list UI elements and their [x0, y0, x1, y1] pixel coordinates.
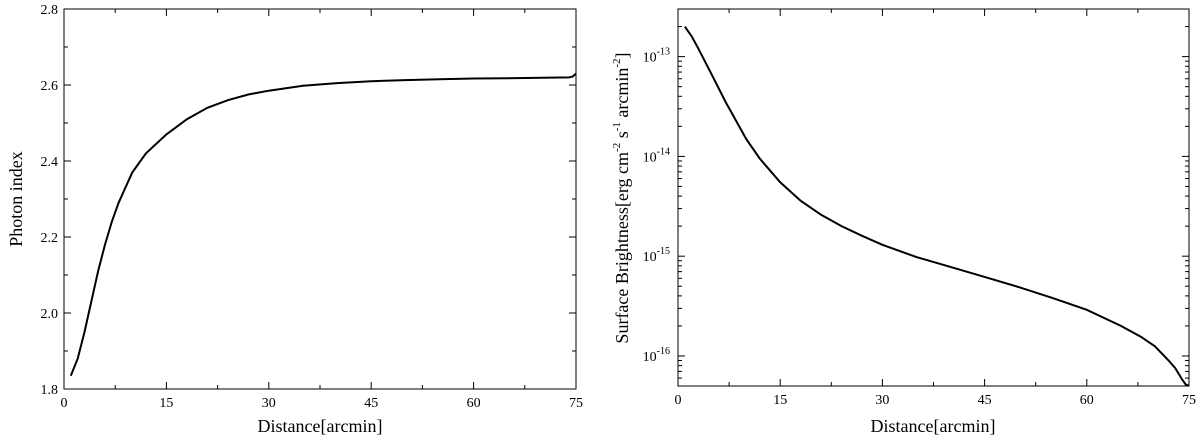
x-axis-title: Distance[arcmin]	[258, 416, 383, 436]
tick-marks	[677, 9, 1190, 387]
x-tick-label: 0	[61, 396, 68, 411]
x-tick-label: 75	[569, 396, 583, 411]
photon-index-panel: 0 15 30 45 60 75 1.8 2.0 2.2 2.4 2.6 2.8 Distance[…	[6, 3, 583, 436]
y-tick-label: 2.0	[41, 307, 59, 322]
y-tick-label: 2.2	[41, 231, 59, 246]
surface-brightness-panel: 0 15 30 45 60 75 10-16 10-15 10-14 10-13 Distanc…	[611, 8, 1197, 436]
x-tick-label: 30	[262, 396, 276, 411]
surface-brightness-curve	[683, 26, 1190, 387]
y-tick-label: 2.4	[41, 155, 59, 170]
y-tick-label: 10-16	[643, 346, 670, 365]
y-axis-title: Photon index	[6, 151, 26, 247]
y-tick-label: 2.8	[41, 3, 59, 18]
x-tick-label: 0	[675, 393, 682, 408]
x-tick-label: 45	[364, 396, 378, 411]
plot-frame	[63, 8, 577, 390]
y-tick-label: 2.6	[41, 79, 59, 94]
x-tick-label: 60	[1080, 393, 1094, 408]
x-tick-labels: 0 15 30 45 60 75	[675, 393, 1197, 408]
x-axis-title: Distance[arcmin]	[871, 416, 996, 436]
x-tick-label: 45	[978, 393, 992, 408]
x-tick-label: 30	[875, 393, 889, 408]
y-tick-label: 10-13	[643, 47, 670, 66]
x-tick-labels: 0 15 30 45 60 75	[61, 396, 584, 411]
y-tick-labels: 1.8 2.0 2.2 2.4 2.6 2.8	[41, 3, 59, 398]
x-tick-label: 60	[467, 396, 481, 411]
x-tick-label: 75	[1182, 393, 1196, 408]
y-tick-label: 1.8	[41, 383, 59, 398]
plot-frame	[677, 8, 1190, 387]
x-tick-label: 15	[773, 393, 787, 408]
x-tick-label: 15	[159, 396, 173, 411]
y-axis-title: Surface Brightness[erg cm-2 s-1 arcmin-2…	[611, 52, 632, 343]
y-tick-label: 10-15	[643, 246, 670, 265]
photon-index-curve	[69, 72, 577, 377]
y-tick-labels: 10-16 10-15 10-14 10-13	[643, 47, 670, 365]
tick-marks	[63, 8, 577, 390]
y-tick-label: 10-14	[643, 146, 670, 165]
